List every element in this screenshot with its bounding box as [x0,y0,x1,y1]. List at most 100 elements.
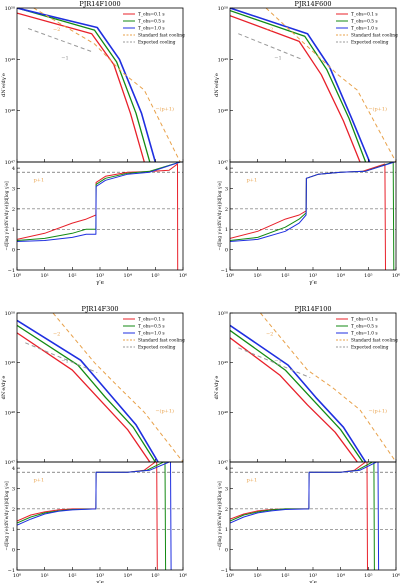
series-line [27,28,92,53]
slope-annotation: −2 [266,331,273,337]
y-tick-label: 10⁴⁷ [5,460,15,466]
series-line [230,15,361,162]
slope-annotation: −1 [274,55,281,61]
x-axis-label: γ′e [309,280,317,286]
x-tick-label: 10⁵ [151,573,159,579]
x-tick-label: 10⁰ [13,273,21,279]
legend-label: T_obs=0.5 s [138,325,165,330]
y-tick-label: 2 [12,507,15,513]
y-tick-label: 1 [225,527,228,533]
series-line [17,163,179,270]
x-tick-label: 10² [68,573,76,579]
series-line [230,337,358,462]
y-tick-label: 3 [225,486,228,492]
slope-annotation: −1 [61,55,68,61]
y-tick-label: 4 [225,466,228,472]
upper-plot [17,8,181,162]
slope-annotation: −2 [266,27,273,33]
x-tick-label: 10¹ [253,573,261,579]
lower-plot [230,162,395,270]
series-line [17,8,157,162]
y-tick-label: 1 [12,227,15,233]
y-tick-label: 10⁴⁷ [5,160,15,166]
slope-annotation: −(p+1) [368,407,387,414]
y-tick-label: 10⁴⁹ [5,361,15,367]
x-tick-label: 10³ [96,273,104,279]
x-tick-label: 10² [68,273,76,279]
x-tick-label: 10³ [96,573,104,579]
upper-y-axis-label: dN′e/dγ′e [214,376,220,400]
y-tick-label: 0 [12,248,15,254]
y-tick-label: 3 [12,486,15,492]
legend-label: T_obs=1.0 s [351,27,378,32]
slope-annotation: −(p+1) [155,106,174,113]
legend-label: Expected cooling [138,41,176,46]
x-tick-label: 10¹ [40,573,48,579]
upper-plot [230,8,396,162]
legend-label: T_obs=0.5 s [351,325,378,330]
series-line [52,313,183,462]
y-tick-label: 4 [12,466,15,472]
x-tick-label: 10⁶ [392,573,400,579]
y-tick-label: 10⁴⁸ [5,410,15,416]
y-tick-label: 1 [12,527,15,533]
x-tick-label: 10⁶ [392,273,400,279]
slope-annotation: p+1 [34,477,45,483]
legend-label: T_obs=1.0 s [138,332,165,337]
legend: T_obs=0.1 s T_obs=0.5 s T_obs=1.0 s Standar… [123,13,185,46]
slope-annotation: −1 [61,359,68,365]
lower-y-axis-label: −d[log γ′e(dN′e/dγ′e)]/d[log γ′e] [218,181,223,251]
x-axis-label: γ′e [96,280,104,286]
y-tick-label: 10⁴⁸ [218,109,228,115]
lower-y-axis-label: −d[log γ′e(dN′e/dγ′e)]/d[log γ′e] [5,181,10,251]
x-tick-label: 10¹ [40,273,48,279]
y-tick-label: 10⁴⁷ [218,160,228,166]
legend: T_obs=0.1 s T_obs=0.5 s T_obs=1.0 s Standar… [123,318,185,351]
y-tick-label: 2 [225,507,228,513]
series-line [17,8,151,162]
legend-label: T_obs=0.1 s [351,318,378,323]
x-tick-label: 10⁴ [336,573,344,579]
y-tick-label: 10⁵⁰ [5,6,15,12]
y-tick-label: 0 [12,548,15,554]
x-tick-label: 10⁴ [123,273,131,279]
x-tick-label: 10⁰ [13,573,21,579]
slope-annotation: p+1 [247,477,258,483]
y-tick-label: 4 [12,166,15,172]
x-tick-label: 10² [281,273,289,279]
panel-title: PJR14F300 [81,305,118,313]
upper-y-axis-label: dN′e/dγ′e [214,73,220,97]
y-tick-label: 0 [225,248,228,254]
y-tick-label: 10⁴⁸ [5,109,15,115]
series-line [230,462,380,570]
series-line [230,8,371,162]
legend-label: Standard fast cooling [138,34,185,39]
y-tick-label: 2 [12,207,15,213]
series-line [230,324,367,462]
legend-label: T_obs=0.5 s [138,20,165,25]
lower-y-axis-label: −d[log γ′e(dN′e/dγ′e)]/d[log γ′e] [218,481,223,551]
legend-label: Expected cooling [351,346,389,351]
x-tick-label: 10² [281,573,289,579]
series-line [17,319,159,462]
series-line [265,8,396,162]
y-tick-label: −1 [221,568,228,574]
lower-plot [230,462,380,570]
legend-label: Standard fast cooling [351,339,398,344]
x-tick-label: 10⁶ [179,573,187,579]
slope-annotation: −(p+1) [155,407,174,414]
upper-plot [230,313,396,462]
y-tick-label: 10⁴⁹ [218,57,228,63]
x-axis-label: γ′e [96,580,104,583]
y-tick-label: 10⁵⁰ [218,6,228,12]
slope-annotation: −(p+1) [368,106,387,113]
series-line [17,12,145,162]
x-tick-label: 10⁵ [364,573,372,579]
x-axis-label: γ′e [309,580,317,583]
x-tick-label: 10⁰ [226,273,234,279]
lower-plot [17,162,182,270]
slope-annotation: −1 [274,359,281,365]
